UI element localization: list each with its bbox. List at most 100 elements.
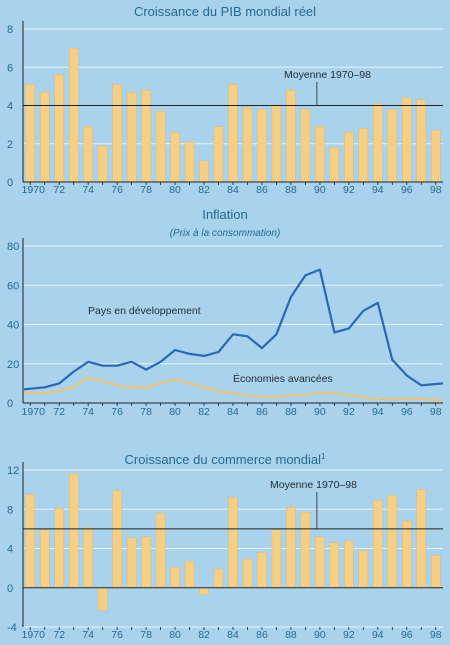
x-tick-label: 72 xyxy=(53,184,65,196)
average-label: Moyenne 1970–98 xyxy=(284,69,371,81)
series-label-developing: Pays en développement xyxy=(88,305,201,317)
y-tick-label: 0 xyxy=(7,177,13,189)
chart-title: Croissance du PIB mondial réel xyxy=(134,4,316,19)
x-tick-label: 74 xyxy=(82,406,94,418)
x-tick-label: 90 xyxy=(314,406,326,418)
bar xyxy=(155,111,166,183)
bar xyxy=(126,537,137,588)
x-tick-label: 96 xyxy=(401,629,413,641)
y-tick-label: 40 xyxy=(7,320,19,332)
x-tick-label: 96 xyxy=(401,406,413,418)
bar xyxy=(25,494,35,588)
chart-title: Croissance du commerce mondial1 xyxy=(125,452,327,467)
x-tick-label: 80 xyxy=(169,406,181,418)
bar xyxy=(416,489,426,588)
bar xyxy=(329,542,340,588)
x-tick-label: 84 xyxy=(227,629,239,641)
bar xyxy=(213,568,224,588)
bar xyxy=(141,89,151,183)
x-tick-label: 74 xyxy=(82,629,94,641)
y-tick-label: 8 xyxy=(7,504,13,516)
bar xyxy=(199,160,209,183)
x-tick-label: 92 xyxy=(343,406,355,418)
bar xyxy=(25,84,35,183)
bar xyxy=(300,109,311,183)
bar xyxy=(170,566,180,588)
bar xyxy=(83,126,93,183)
y-tick-label: 20 xyxy=(7,359,19,371)
x-tick-label: 92 xyxy=(343,629,355,641)
x-tick-label: 90 xyxy=(314,184,326,196)
bar xyxy=(112,84,122,183)
x-tick-label: 82 xyxy=(198,406,210,418)
bar xyxy=(199,587,209,595)
bar xyxy=(141,536,151,588)
bar xyxy=(68,47,79,183)
bar xyxy=(184,561,195,588)
x-tick-label: 98 xyxy=(430,184,442,196)
bar xyxy=(155,512,166,588)
advanced-series-line xyxy=(24,376,444,401)
x-tick-label: 94 xyxy=(372,629,384,641)
chart-title-text: Croissance du commerce mondial xyxy=(125,452,322,467)
bar xyxy=(170,132,180,183)
bar xyxy=(242,559,253,588)
chart-title: Inflation xyxy=(202,207,248,222)
bar xyxy=(416,99,426,183)
x-tick-label: 94 xyxy=(372,406,384,418)
x-tick-label: 94 xyxy=(372,184,384,196)
bar xyxy=(97,145,108,183)
bar xyxy=(184,141,195,183)
bar xyxy=(257,552,267,588)
bar xyxy=(373,103,383,183)
bar xyxy=(344,132,354,183)
bar xyxy=(68,473,79,588)
bar xyxy=(54,74,64,183)
y-tick-label: -4 xyxy=(7,622,17,634)
bar xyxy=(271,529,282,588)
x-tick-label: 88 xyxy=(285,629,297,641)
x-tick-label: 78 xyxy=(140,406,152,418)
bar xyxy=(213,126,224,183)
bar xyxy=(373,500,383,588)
bar xyxy=(358,128,369,183)
bar xyxy=(402,520,412,588)
chart-title-text: Croissance du PIB mondial réel xyxy=(134,4,316,19)
bar xyxy=(329,147,340,183)
x-tick-label: 88 xyxy=(285,184,297,196)
bar xyxy=(271,105,282,183)
y-tick-label: 12 xyxy=(7,465,19,477)
chart-subtitle: (Prix à la consommation) xyxy=(170,228,281,239)
bar xyxy=(40,529,50,588)
x-tick-label: 76 xyxy=(111,406,123,418)
bar xyxy=(344,540,354,588)
average-label: Moyenne 1970–98 xyxy=(270,479,357,491)
bar xyxy=(97,587,108,611)
bar xyxy=(54,508,64,588)
x-tick-label: 92 xyxy=(343,184,355,196)
x-tick-label: 76 xyxy=(111,629,123,641)
x-tick-label: 72 xyxy=(53,406,65,418)
x-tick-label: 86 xyxy=(256,406,268,418)
bar xyxy=(387,495,397,588)
bar xyxy=(112,490,122,588)
x-tick-label: 98 xyxy=(430,629,442,641)
bar xyxy=(286,507,296,588)
bar xyxy=(242,107,253,183)
footnote-marker: 1 xyxy=(321,452,326,461)
bar xyxy=(358,550,369,588)
x-tick-label: 74 xyxy=(82,184,94,196)
x-tick-label: 76 xyxy=(111,184,123,196)
x-tick-label: 1970 xyxy=(22,406,46,418)
y-tick-label: 4 xyxy=(7,544,13,556)
x-tick-label: 84 xyxy=(227,184,239,196)
y-tick-label: 2 xyxy=(7,139,13,151)
bar xyxy=(387,109,397,183)
x-tick-label: 90 xyxy=(314,629,326,641)
bar xyxy=(315,126,325,183)
developing-series-line xyxy=(23,268,444,391)
x-tick-label: 88 xyxy=(285,406,297,418)
x-tick-label: 78 xyxy=(140,629,152,641)
bar xyxy=(431,555,441,588)
